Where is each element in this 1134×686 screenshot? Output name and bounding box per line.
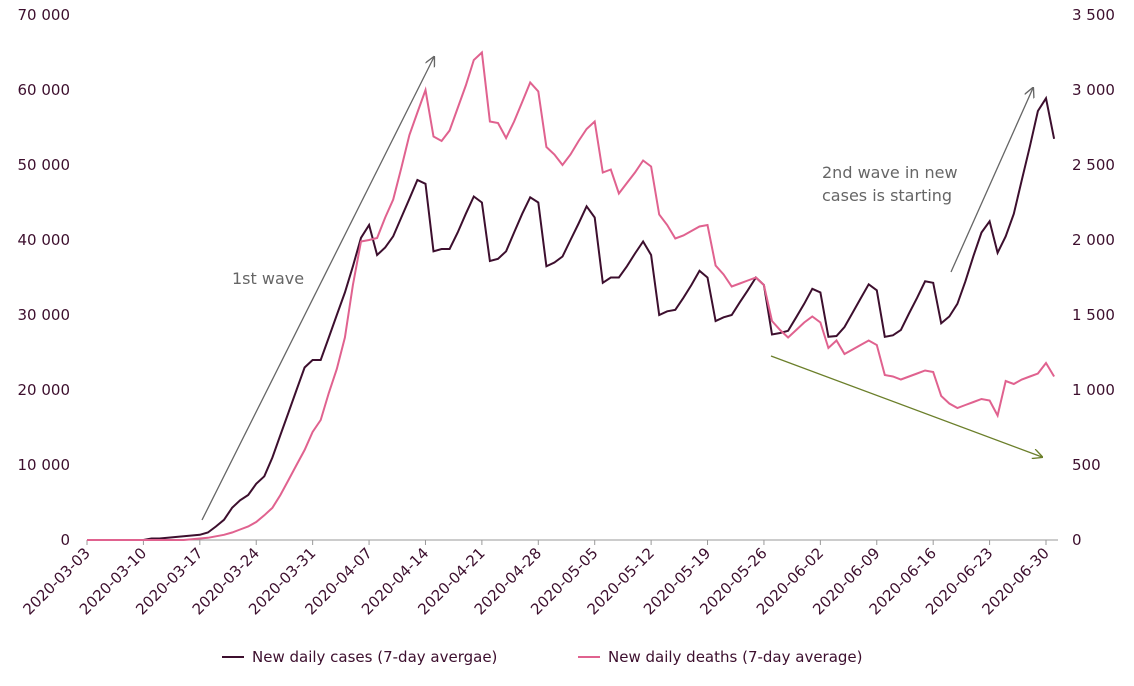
y-tick-label: 60 000: [18, 81, 71, 99]
y2-tick-label: 3 500: [1072, 6, 1115, 24]
y2-tick-label: 1 000: [1072, 381, 1115, 399]
y-tick-label: 10 000: [18, 456, 71, 474]
y2-tick-label: 2 500: [1072, 156, 1115, 174]
y-tick-label: 50 000: [18, 156, 71, 174]
legend-label: New daily deaths (7-day average): [608, 648, 863, 666]
y2-tick-label: 2 000: [1072, 231, 1115, 249]
legend-label: New daily cases (7-day avergae): [252, 648, 497, 666]
y2-tick-label: 500: [1072, 456, 1101, 474]
y-tick-label: 20 000: [18, 381, 71, 399]
y-tick-label: 30 000: [18, 306, 71, 324]
y-tick-label: 70 000: [18, 6, 71, 24]
y2-tick-label: 1 500: [1072, 306, 1115, 324]
y-tick-label: 0: [60, 531, 70, 549]
annotation: 2nd wave in new: [822, 163, 958, 182]
annotation-arrow: [201, 57, 434, 521]
y2-tick-label: 3 000: [1072, 81, 1115, 99]
annotation: 1st wave: [232, 269, 304, 288]
data-line: [87, 50, 1055, 541]
annotation-arrow: [770, 355, 1042, 457]
annotation: cases is starting: [822, 186, 952, 205]
data-line: [87, 95, 1056, 541]
annotation-arrow: [950, 88, 1033, 273]
y2-tick-label: 0: [1072, 531, 1082, 549]
y-tick-label: 40 000: [18, 231, 71, 249]
